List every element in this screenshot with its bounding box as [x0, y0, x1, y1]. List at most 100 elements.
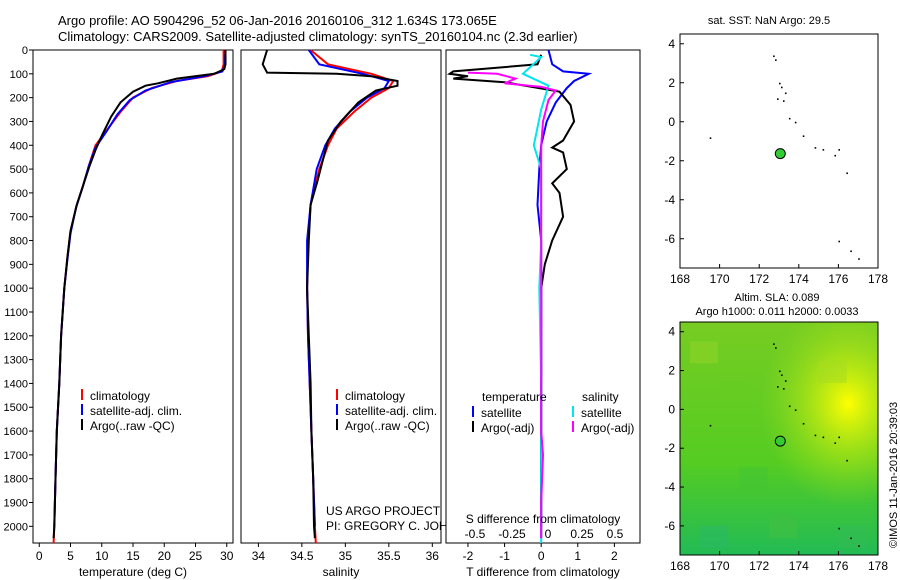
- y-tick-label: 1300: [4, 355, 28, 367]
- map-frame: [679, 321, 879, 556]
- x-axis-label: temperature (deg C): [79, 565, 187, 579]
- plot-frame: [240, 49, 442, 544]
- island-point: [794, 121, 797, 124]
- x-tick-label: 176: [828, 559, 848, 573]
- sla-patch: [689, 341, 718, 364]
- island-point: [784, 92, 787, 95]
- sst-map-title: sat. SST: NaN Argo: 29.5: [708, 15, 830, 27]
- x-tick-label: 10: [95, 549, 109, 563]
- legend-label: Argo(..raw -QC): [345, 419, 430, 433]
- profile-panel-differences: [445, 49, 641, 547]
- sla-patch: [838, 525, 867, 548]
- island-point: [788, 117, 791, 120]
- s-tick-label: -0.5: [465, 527, 486, 541]
- island-point: [777, 98, 779, 100]
- island-point: [782, 100, 785, 102]
- map-frame: [679, 33, 879, 269]
- y-tick-label: 1600: [4, 426, 28, 438]
- y-tick-label: 800: [10, 236, 28, 248]
- series-line-s-argo-adj-: [467, 71, 558, 539]
- y-tick-label: 1400: [4, 378, 28, 390]
- s-axis-label: S difference from climatology: [466, 512, 621, 526]
- y-tick-label: -6: [664, 232, 675, 246]
- y-tick-label: 100: [10, 69, 28, 81]
- y-tick-label: 1100: [4, 307, 28, 319]
- argo-position-marker: [774, 148, 786, 160]
- island-point: [773, 343, 775, 345]
- island-point: [834, 154, 837, 157]
- y-tick-label: 1800: [4, 474, 28, 486]
- island-point: [775, 347, 777, 349]
- x-tick-label: 168: [670, 559, 690, 573]
- x-tick-label: 25: [189, 549, 203, 563]
- island-point: [780, 374, 783, 377]
- y-tick-label: 400: [10, 140, 28, 152]
- island-point: [834, 442, 837, 444]
- island-point: [838, 240, 840, 243]
- x-tick-label: 174: [789, 272, 809, 286]
- annotation-pi: PI: GREGORY C. JOHNSON: [326, 519, 482, 533]
- island-point: [822, 436, 825, 439]
- legend-header-temperature: temperature: [482, 390, 547, 404]
- island-point: [822, 149, 825, 151]
- x-tick-label: 174: [789, 559, 809, 573]
- sla-patch: [739, 467, 768, 490]
- x-tick-label: -2: [463, 549, 474, 563]
- y-tick-label: 700: [10, 212, 28, 224]
- legend-header-salinity: salinity: [582, 390, 619, 404]
- legend-label: satellite-adj. clim.: [345, 404, 437, 418]
- island-point: [709, 137, 712, 139]
- y-tick-label: 4: [668, 325, 675, 339]
- series-line-argo-raw-qc-: [52, 50, 227, 539]
- legend-label: climatology: [345, 389, 405, 403]
- x-tick-label: 0: [36, 549, 43, 563]
- legend-label: satellite: [581, 406, 622, 420]
- x-tick-label: 168: [670, 272, 690, 286]
- sla-patch: [769, 516, 798, 539]
- s-tick-label: 0.5: [607, 527, 624, 541]
- x-tick-label: 178: [868, 559, 888, 573]
- island-point: [773, 55, 775, 58]
- series-line-argo-raw-qc-: [261, 49, 399, 539]
- y-tick-label: 1900: [4, 498, 28, 510]
- legend-label: Argo(-adj): [481, 421, 534, 435]
- island-point: [779, 370, 781, 373]
- x-tick-label: 172: [749, 272, 769, 286]
- x-tick-label: 34.5: [290, 549, 314, 563]
- island-point: [794, 409, 797, 411]
- island-point: [838, 149, 840, 151]
- s-tick-label: -0.25: [498, 527, 526, 541]
- sla-patch: [818, 360, 847, 383]
- y-tick-label: -4: [664, 480, 675, 494]
- island-point: [814, 147, 817, 149]
- sst-map: [679, 33, 879, 269]
- y-tick-label: 0: [668, 402, 675, 416]
- y-tick-label: -4: [664, 193, 675, 207]
- island-point: [850, 250, 852, 253]
- x-tick-label: 20: [158, 549, 172, 563]
- y-tick-label: 2: [668, 364, 675, 378]
- sla-patch: [719, 380, 748, 403]
- sla-patch: [699, 525, 728, 548]
- legend-label: satellite-adj. clim.: [90, 404, 182, 418]
- x-tick-label: 176: [828, 272, 848, 286]
- series-line-t-argo-adj-: [446, 54, 576, 539]
- annotation-project: US ARGO PROJECT: [326, 504, 441, 518]
- island-point: [780, 86, 783, 89]
- sla-map-title-1: Altim. SLA: 0.089: [735, 292, 820, 304]
- island-point: [846, 172, 848, 175]
- plot-frame: [32, 49, 234, 544]
- figure-title-line2: Climatology: CARS2009. Satellite-adjuste…: [58, 29, 578, 44]
- island-point: [779, 82, 781, 85]
- x-tick-label: -1: [499, 549, 510, 563]
- profile-panel-temperature: [29, 49, 234, 547]
- island-point: [838, 527, 840, 530]
- island-point: [858, 545, 860, 547]
- island-point: [802, 422, 805, 425]
- island-point: [784, 380, 787, 382]
- y-tick-label: 4: [668, 37, 675, 51]
- y-tick-label: -6: [664, 519, 675, 533]
- y-tick-label: 500: [10, 164, 28, 176]
- y-tick-label: 300: [10, 116, 28, 128]
